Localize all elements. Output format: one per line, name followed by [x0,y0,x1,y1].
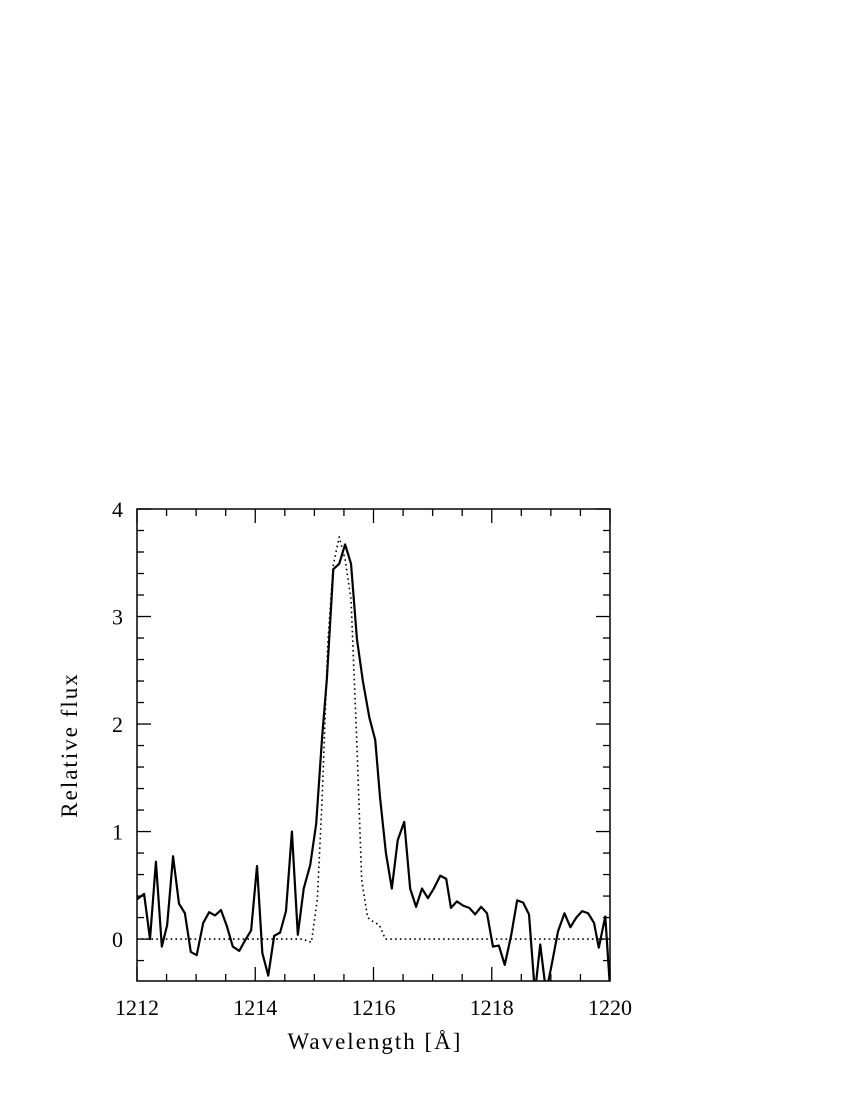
y-tick-label: 0 [112,927,123,952]
y-tick-label: 2 [112,712,123,737]
x-tick-label: 1218 [470,995,514,1020]
y-tick-label: 4 [112,497,123,522]
series-line [137,536,610,944]
x-tick-label: 1220 [588,995,632,1020]
x-tick-label: 1214 [233,995,277,1020]
y-tick-label: 3 [112,605,123,630]
plot-area [137,536,610,981]
x-tick-label: 1212 [115,995,159,1020]
plot-frame [136,508,611,982]
series-line [137,543,610,981]
y-tick-label: 1 [112,820,123,845]
x-axis-label: Wavelength [Å] [288,1029,463,1054]
y-axis-label: Relative flux [57,672,82,817]
x-tick-label: 1216 [352,995,396,1020]
